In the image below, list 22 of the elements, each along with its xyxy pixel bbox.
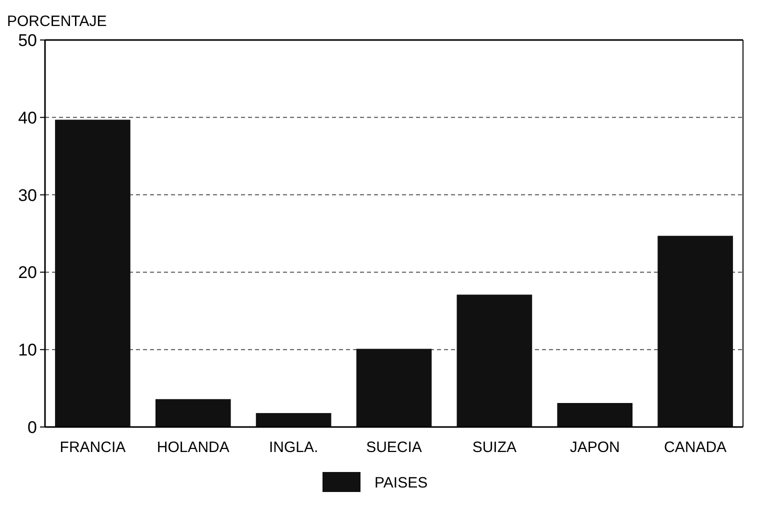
x-tick-label: JAPON	[570, 439, 620, 456]
bar	[256, 413, 332, 427]
x-tick-label: SUECIA	[366, 439, 422, 456]
y-tick-label: 30	[18, 186, 37, 205]
x-tick-label: CANADA	[664, 439, 727, 456]
bar	[658, 236, 733, 427]
bar	[155, 399, 231, 427]
bar	[557, 403, 633, 427]
y-axis-title: PORCENTAJE	[7, 13, 107, 30]
y-tick-label: 50	[18, 30, 37, 50]
x-tick-label: SUIZA	[472, 439, 517, 456]
y-tick-label: 10	[18, 340, 37, 360]
bar	[55, 120, 130, 427]
x-tick-label: INGLA.	[268, 439, 318, 456]
x-tick-label: FRANCIA	[60, 439, 126, 456]
y-tick-label: 20	[18, 263, 37, 282]
bar	[356, 348, 432, 427]
y-tick-label: 0	[28, 418, 37, 437]
bar	[456, 294, 532, 427]
legend-label: PAISES	[374, 474, 428, 492]
y-tick-label: 40	[18, 108, 37, 128]
x-tick-label: HOLANDA	[156, 439, 230, 456]
